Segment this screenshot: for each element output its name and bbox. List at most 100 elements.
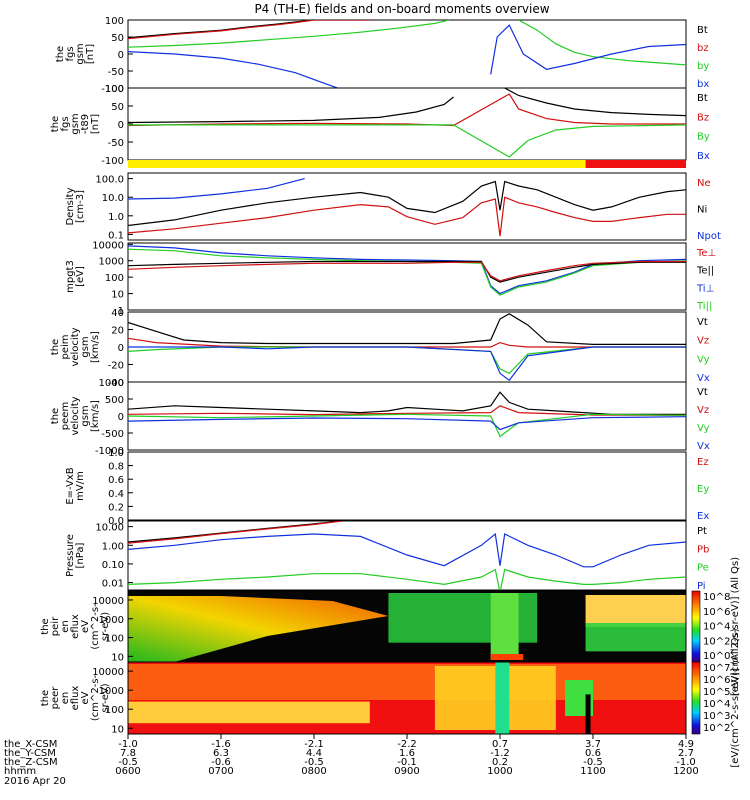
series-line-bx — [490, 24, 686, 75]
y-tick-label: -20 — [108, 361, 124, 372]
electron-energy-band — [128, 664, 686, 700]
legend-entry: Vx — [697, 441, 710, 452]
y-axis-label: sr-eV) — [100, 683, 111, 712]
series-line-Ne — [128, 196, 686, 237]
y-axis-label: (cm^2-s- — [90, 674, 101, 721]
x-tick-label: -0.1 — [397, 757, 417, 768]
y-axis-label: [nT] — [90, 114, 101, 134]
series-line-Vy — [128, 346, 686, 375]
y-axis-label: peem — [60, 402, 71, 430]
x-tick-label: 7.8 — [120, 748, 136, 759]
y-axis-label: peer — [50, 686, 61, 710]
y-axis-label: [km/s] — [90, 331, 101, 363]
panel-frame — [127, 520, 687, 591]
y-tick-label: 0 — [118, 50, 124, 61]
legend-entry: by — [697, 61, 709, 72]
y-axis-label: E=-VxB — [65, 467, 76, 504]
x-tick-label: -0.5 — [304, 757, 324, 768]
y-tick-label: 1000 — [99, 686, 124, 697]
y-axis-label: velocity — [70, 327, 81, 366]
series-line-Vt — [128, 391, 686, 415]
y-tick-label: 50 — [111, 33, 124, 44]
legend-entry: By — [697, 132, 710, 143]
legend-entry: Bz — [697, 112, 709, 123]
x-axis-row-label: the_Z-CSM — [4, 757, 58, 768]
series-line-Te|| — [128, 260, 686, 283]
series-line-Npot — [128, 178, 305, 200]
y-tick-label: 10 — [111, 724, 124, 735]
y-tick-label: 100 — [105, 84, 124, 95]
y-tick-label: 1000 — [99, 378, 124, 389]
legend-entry: Te|| — [696, 266, 714, 277]
y-tick-label: 10.00 — [95, 523, 124, 534]
y-axis-label: the — [50, 408, 61, 424]
legend-entry: Npot — [697, 231, 721, 242]
legend-entry: bz — [697, 43, 709, 54]
x-axis-row-label: 2016 Apr 20 — [4, 776, 66, 787]
panel-10: 10^710^610^510^410^310^2 [eV/(cm^2-s-sr-e… — [40, 628, 741, 767]
y-axis-label: en — [60, 620, 71, 633]
colorbar-label: [eV/(cm^2-s-sr-eV)] (All Qs) — [730, 557, 741, 696]
panel-3: 100.0 10.0 1.0 0.1 Density [cm-3] Ne Ni Npot — [65, 172, 721, 242]
y-axis-label: mV/m — [75, 471, 86, 501]
panel-5: 40 20 0 -20 -40 the peim velocity gsm [km/s] Vt Vz V… — [50, 308, 710, 389]
y-tick-label: 1000 — [99, 257, 124, 268]
y-axis-label: eV — [80, 691, 91, 704]
y-tick-label: 100 — [105, 634, 124, 645]
y-tick-label: 1.00 — [102, 541, 124, 552]
y-axis-label: (cm^2-s- — [90, 603, 101, 650]
y-axis-label: eflux — [70, 686, 81, 711]
x-tick-label: 4.4 — [306, 748, 322, 759]
y-axis-label: -t89 — [80, 114, 91, 134]
y-tick-label: 0.2 — [108, 502, 124, 513]
x-tick-label: 2.7 — [678, 748, 694, 759]
x-tick-label: 4.9 — [678, 739, 694, 750]
y-axis-label: [nT] — [85, 44, 96, 64]
panel-8: 10.00 1.00 0.10 0.01 Pressure [nPa] Pt Pb Pe Pi — [65, 520, 709, 592]
y-tick-label: -1000 — [95, 446, 124, 457]
legend-entry: Vx — [697, 373, 710, 384]
x-tick-label: -0.5 — [118, 757, 138, 768]
x-axis-row-label: the_X-CSM — [4, 739, 57, 750]
y-axis-label: the — [40, 690, 51, 706]
legend-entry: Ti|| — [696, 301, 712, 312]
series-line-Pe — [128, 568, 686, 590]
legend-entry: Pb — [697, 544, 709, 555]
y-axis-label: gsm — [70, 113, 81, 134]
electron-energy-band — [495, 662, 510, 734]
panel-9: 10^8 10^6 10^4 10^2 10^0 [eV/(cm^2-s-sr-eV)] … — [40, 557, 741, 696]
panel-1: 100 50 0 -50 -100 the fgs gsm -t89 [nT] Bt Bz By Bx — [50, 84, 710, 167]
y-axis-label: [cm-3] — [75, 190, 86, 223]
y-tick-label: -100 — [101, 84, 124, 95]
y-axis-label: gsm — [80, 405, 91, 426]
ion-energy-band — [490, 654, 524, 660]
series-line-By — [128, 124, 686, 158]
y-axis-label: the — [50, 116, 61, 132]
series-line-Pb — [128, 521, 342, 544]
legend-entry: Bt — [697, 93, 708, 104]
y-tick-label: 0.8 — [108, 462, 124, 473]
series-line-Bz — [128, 93, 686, 127]
y-axis-label: eV — [80, 620, 91, 633]
y-tick-label: 10000 — [92, 240, 124, 251]
y-tick-label: 100 — [105, 705, 124, 716]
colorbar-tick-label: 10^6 — [703, 607, 730, 618]
series-line-bx — [128, 51, 338, 88]
legend-entry: Vz — [697, 336, 709, 347]
legend-entry: Vy — [697, 354, 710, 365]
y-tick-label: 0 — [118, 412, 124, 423]
series-line-Pi — [128, 532, 686, 568]
colorbar-tick-label: 10^8 — [703, 592, 730, 603]
series-line-Vz — [128, 337, 686, 348]
y-axis-label: the — [40, 618, 51, 634]
y-tick-label: 1 — [118, 306, 124, 317]
series-line-Bt — [128, 96, 454, 124]
series-line-by — [518, 20, 686, 66]
x-axis-row-label: the_Y-CSM — [4, 748, 56, 759]
ion-energy-band — [585, 595, 686, 627]
series-line-bz — [128, 20, 370, 40]
series-line-by — [128, 20, 449, 48]
x-tick-label: 0.7 — [492, 739, 508, 750]
legend-entry: Ex — [697, 511, 709, 522]
y-tick-label: -500 — [101, 429, 124, 440]
